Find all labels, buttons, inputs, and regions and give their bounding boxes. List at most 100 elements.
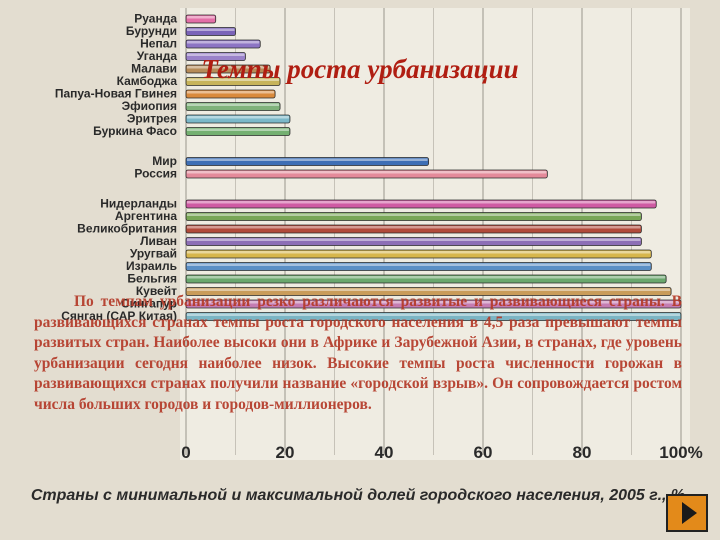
x-tick-label: 60 [474, 443, 493, 462]
bar-group [185, 127, 291, 136]
bar-group [185, 157, 429, 166]
bar [185, 127, 291, 136]
category-label: Кувейт [136, 284, 177, 298]
bar-highlight [187, 103, 280, 106]
bar-highlight [187, 116, 289, 119]
category-label: Руанда [134, 12, 177, 26]
bar-highlight [187, 158, 428, 161]
bar [185, 237, 642, 246]
chart-title: Страны с минимальной и максимальной доле… [31, 487, 685, 504]
bar [185, 52, 246, 61]
bar-group [185, 287, 672, 296]
x-tick-label: 40 [375, 443, 394, 462]
category-label: Папуа-Новая Гвинея [55, 87, 177, 101]
category-label: Израиль [126, 259, 177, 273]
x-tick-labels: 0 20 40 60 80 100% [181, 443, 702, 462]
category-label: Эритрея [127, 112, 177, 126]
bar-group [185, 169, 548, 179]
bar-group [185, 312, 682, 321]
bar-highlight [187, 41, 260, 44]
x-tick-label: 0 [181, 443, 190, 462]
slide-body-text: По темпам урбанизации резко различаются … [34, 293, 682, 413]
category-label: Бурунди [126, 24, 177, 38]
bars [185, 14, 682, 321]
category-labels: РуандаБурундиНепалУгандаМалавиКамбоджаПа… [55, 12, 177, 324]
bar [185, 312, 682, 321]
bar-highlight [187, 263, 651, 266]
bar-highlight [187, 91, 275, 94]
bar-highlight [187, 28, 235, 31]
bar [185, 199, 657, 209]
bar [185, 77, 281, 86]
bar [185, 102, 281, 111]
bar-highlight [187, 128, 289, 131]
bar-highlight [187, 226, 641, 229]
category-label: Малави [131, 62, 177, 76]
bar-highlight [187, 66, 270, 69]
bar [185, 157, 429, 166]
category-label: Эфиопия [122, 99, 177, 113]
bar-group [185, 199, 657, 209]
bar-highlight [187, 288, 671, 291]
category-label: Бельгия [127, 272, 177, 286]
bar [185, 262, 652, 271]
bar-group [185, 77, 281, 86]
bar-highlight [187, 301, 680, 304]
bar-highlight [187, 171, 547, 174]
bar-highlight [187, 78, 280, 81]
bar-highlight [187, 276, 666, 279]
bar-group [185, 14, 217, 24]
bar-group [185, 102, 281, 111]
category-label: Буркина Фасо [93, 124, 177, 138]
category-label: Мир [152, 154, 177, 168]
play-triangle-icon [682, 502, 697, 524]
x-tick-label: 100% [659, 443, 702, 462]
bar-highlight [187, 238, 641, 241]
category-label: Ливан [140, 234, 177, 248]
slide-title: Темпы роста урбанизации [201, 54, 519, 84]
bar [185, 224, 642, 234]
bar-highlight [187, 53, 245, 56]
bar-group [185, 299, 682, 309]
bar-highlight [187, 313, 680, 316]
bar [185, 169, 548, 179]
bar-group [185, 224, 642, 234]
category-label: Уругвай [130, 247, 177, 261]
bar [185, 89, 276, 99]
category-label: Аргентина [115, 209, 177, 223]
bar-group [185, 89, 276, 99]
bar [185, 299, 682, 309]
bar [185, 27, 236, 36]
category-label: Нидерланды [100, 197, 177, 211]
category-label: Уганда [137, 49, 178, 63]
category-label: Непал [140, 37, 177, 51]
bar [185, 274, 667, 284]
bar [185, 212, 642, 221]
bar [185, 39, 261, 49]
bar-highlight [187, 251, 651, 254]
bar-group [185, 39, 261, 49]
x-tick-label: 80 [573, 443, 592, 462]
bar-group [185, 237, 642, 246]
category-label: Камбоджа [117, 74, 178, 88]
bar-group [185, 114, 291, 124]
bar [185, 249, 652, 259]
bar [185, 287, 672, 296]
next-slide-button[interactable] [666, 494, 708, 532]
x-tick-label: 20 [276, 443, 295, 462]
bar-group [185, 212, 642, 221]
bar [185, 14, 217, 24]
bar-highlight [187, 213, 641, 216]
category-label: Сянган (САР Китая) [61, 309, 177, 323]
category-label: Россия [134, 167, 177, 181]
bar-group [185, 262, 652, 271]
bar-group [185, 274, 667, 284]
bar-group [185, 64, 271, 74]
bar-group [185, 27, 236, 36]
bar-highlight [187, 16, 215, 19]
bar-group [185, 52, 246, 61]
category-label: Сингапур [121, 297, 177, 311]
bar [185, 64, 271, 74]
bar-highlight [187, 201, 656, 204]
